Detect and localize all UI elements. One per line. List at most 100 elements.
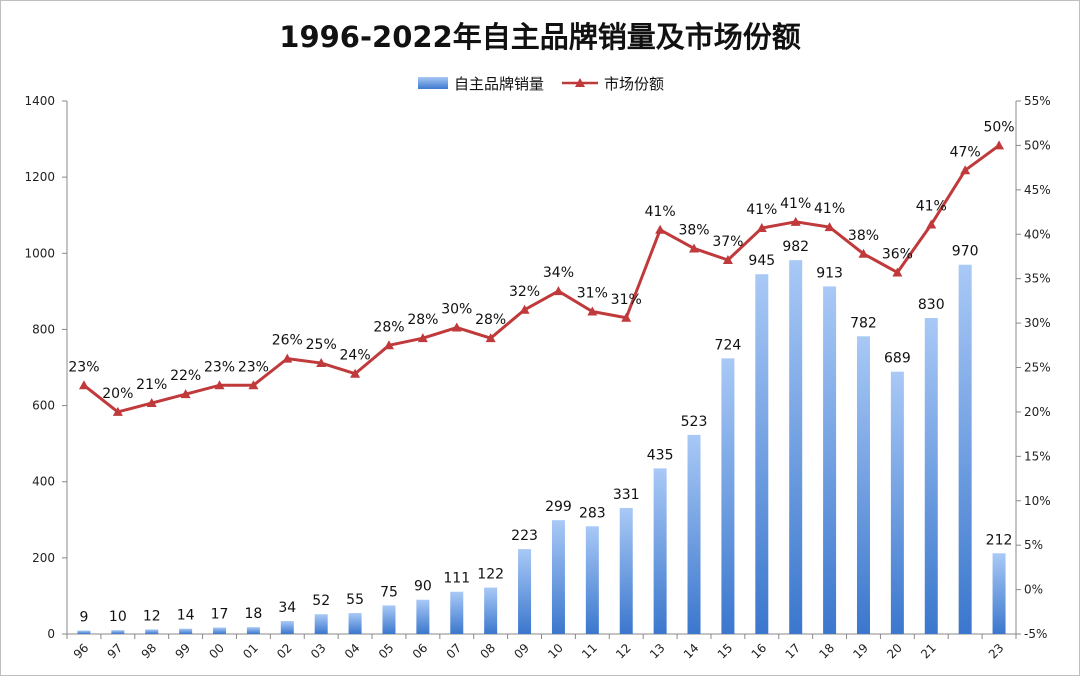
y-left-tick-label: 1000	[24, 246, 55, 260]
bar-value-label: 830	[918, 297, 945, 313]
bar	[585, 526, 599, 634]
share-marker	[112, 406, 123, 416]
bar-value-label: 111	[443, 571, 470, 587]
share-value-label: 31%	[611, 292, 642, 308]
x-tick-label: 05	[376, 641, 397, 662]
x-tick-label: 98	[139, 641, 160, 662]
bar-value-label: 982	[782, 239, 809, 255]
bar	[856, 336, 870, 634]
bar-value-label: 212	[986, 532, 1013, 548]
x-tick-label: 01	[240, 641, 261, 662]
bar-value-label: 18	[244, 606, 262, 622]
share-marker	[858, 248, 869, 258]
share-value-label: 25%	[306, 337, 337, 353]
x-tick-label: 19	[850, 641, 871, 662]
bar	[348, 613, 362, 634]
share-marker	[451, 322, 462, 332]
share-value-label: 41%	[746, 202, 777, 218]
bar	[789, 260, 803, 634]
y-right-tick-label: 10%	[1024, 494, 1051, 508]
x-tick-label: 04	[342, 641, 363, 662]
y-left-tick-label: 1200	[24, 170, 55, 184]
y-right-tick-label: 45%	[1024, 183, 1051, 197]
share-value-label: 32%	[509, 284, 540, 300]
bar	[382, 605, 396, 634]
x-tick-label: 10	[545, 641, 566, 662]
y-right-tick-label: 5%	[1024, 538, 1043, 552]
x-tick-label: 15	[715, 641, 736, 662]
bar-value-label: 724	[715, 337, 742, 353]
legend-item-sales: 自主品牌销量	[418, 73, 544, 94]
share-value-label: 50%	[983, 119, 1014, 135]
x-tick-label: 16	[749, 641, 770, 662]
share-marker	[383, 340, 394, 350]
share-value-label: 37%	[712, 234, 743, 250]
y-left-tick-label: 200	[32, 551, 55, 565]
bar	[314, 614, 328, 634]
y-right-tick-label: 30%	[1024, 316, 1051, 330]
share-value-label: 41%	[780, 196, 811, 212]
bar-value-label: 9	[79, 610, 88, 626]
bar-value-label: 17	[211, 607, 229, 623]
bar-value-label: 14	[177, 608, 195, 624]
bar	[890, 371, 904, 634]
x-tick-label: 99	[172, 641, 193, 662]
share-marker	[587, 306, 598, 316]
bar-value-label: 223	[511, 528, 538, 544]
x-tick-label: 17	[783, 641, 804, 662]
share-marker	[689, 243, 700, 253]
x-tick-label: 11	[579, 641, 600, 662]
bar-value-label: 945	[748, 253, 775, 269]
bar	[416, 599, 430, 634]
bar	[755, 274, 769, 634]
bar-value-label: 55	[346, 592, 364, 608]
x-tick-label: 14	[681, 641, 702, 662]
share-value-label: 38%	[848, 228, 879, 244]
bar	[687, 434, 701, 634]
share-value-label: 28%	[373, 319, 404, 335]
x-tick-label: 03	[308, 641, 329, 662]
share-marker	[960, 165, 971, 175]
bar	[484, 587, 498, 634]
share-value-label: 36%	[882, 246, 913, 262]
bar	[721, 358, 735, 634]
y-right-tick-label: 40%	[1024, 227, 1051, 241]
y-left-tick-label: 800	[32, 322, 55, 336]
share-value-label: 23%	[204, 359, 235, 375]
share-value-label: 20%	[102, 386, 133, 402]
bar-value-label: 913	[816, 265, 843, 281]
bar	[111, 630, 125, 634]
bar-value-label: 283	[579, 505, 606, 521]
bar	[653, 468, 667, 634]
x-tick-label: 09	[511, 641, 532, 662]
share-value-label: 41%	[645, 204, 676, 220]
legend-item-share: 市场份额	[562, 73, 664, 94]
share-value-label: 30%	[441, 302, 472, 318]
bar-value-label: 331	[613, 487, 640, 503]
legend-label-sales: 自主品牌销量	[454, 74, 545, 93]
x-tick-label: 06	[410, 641, 431, 662]
share-marker	[790, 216, 801, 226]
y-left-tick-label: 600	[32, 399, 55, 413]
bar	[551, 520, 565, 634]
x-tick-label: 07	[444, 641, 465, 662]
x-tick-label: 12	[613, 641, 634, 662]
bar-value-label: 10	[109, 609, 127, 625]
y-right-tick-label: 0%	[1024, 583, 1043, 597]
share-marker	[214, 380, 225, 390]
bar-value-label: 782	[850, 315, 877, 331]
bar-value-label: 299	[545, 499, 572, 515]
y-right-tick-label: 35%	[1024, 272, 1051, 286]
bar-value-label: 122	[477, 567, 504, 583]
share-value-label: 34%	[543, 265, 574, 281]
bar	[280, 621, 294, 634]
legend-bar-swatch	[418, 77, 448, 89]
x-tick-label: 20	[884, 641, 905, 662]
share-marker	[146, 398, 157, 408]
share-marker	[621, 312, 632, 322]
bar	[518, 549, 532, 634]
share-marker	[926, 219, 937, 229]
legend-label-share: 市场份额	[604, 74, 665, 93]
share-value-label: 38%	[678, 222, 709, 238]
